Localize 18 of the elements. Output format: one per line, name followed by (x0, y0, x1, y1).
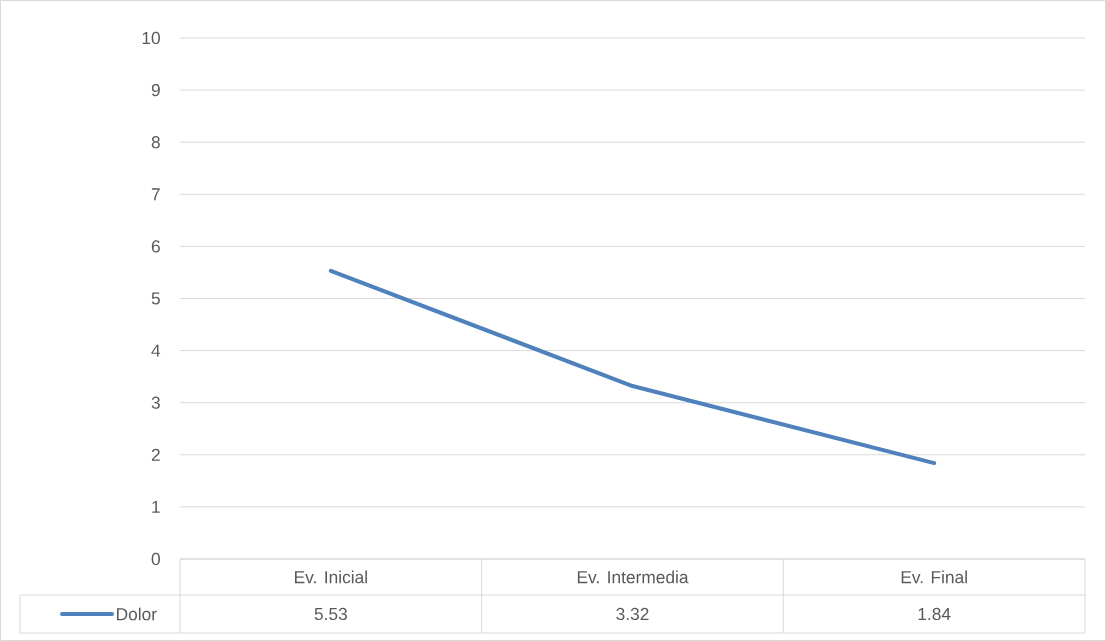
data-label: 1.84 (918, 607, 951, 621)
y-tick-label: 7 (151, 188, 160, 201)
y-tick-label: 3 (151, 396, 160, 409)
y-tick-label: 8 (151, 136, 160, 149)
x-tick-label: Ev. Final (901, 570, 967, 584)
x-tick-label: Ev. Inicial (295, 570, 367, 584)
y-tick-label: 4 (151, 344, 161, 357)
y-tick-label: 6 (151, 240, 160, 253)
y-tick-label: 0 (151, 552, 160, 566)
legend-label: Dolor (117, 607, 157, 621)
data-label: 3.32 (616, 607, 649, 621)
y-tick-label: 2 (151, 448, 160, 461)
y-tick-label: 1 (152, 500, 160, 513)
y-tick-label: 5 (151, 292, 160, 305)
x-tick-label: Ev. Intermedia (577, 570, 689, 584)
y-tick-label: 10 (142, 31, 160, 45)
y-tick-label: 9 (151, 83, 160, 97)
data-label: 5.53 (314, 607, 347, 621)
